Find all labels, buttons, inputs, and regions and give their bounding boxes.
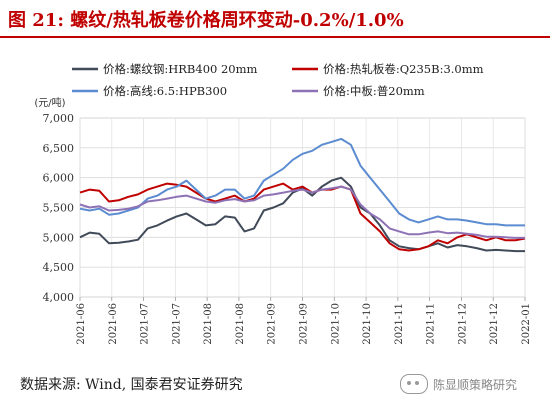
title-bar: 图 21: 螺纹/热轧板卷价格周环变动-0.2%/1.0%	[0, 0, 550, 36]
x-tick-label: 2021-11	[426, 303, 437, 345]
y-tick-label: 5,500	[43, 202, 75, 215]
y-tick-label: 6,500	[43, 142, 75, 155]
x-tick-label: 2021-12	[457, 303, 468, 345]
title-rule	[0, 36, 550, 38]
y-tick-label: 7,000	[43, 112, 75, 125]
y-tick-label: 4,000	[43, 291, 75, 304]
x-tick-label: 2021-09	[299, 303, 310, 345]
y-axis-label: (元/吨)	[34, 96, 65, 109]
series-line-2	[79, 137, 525, 227]
wechat-logo-icon	[400, 374, 428, 394]
legend-label: 价格:高线:6.5:HPB300	[103, 84, 227, 98]
series-line-3	[79, 185, 525, 239]
legend-label: 价格:螺纹钢:HRB400 20mm	[103, 62, 258, 76]
watermark-text: 陈显顺策略研究	[433, 377, 518, 392]
legend-label: 价格:热轧板卷:Q235B:3.0mm	[323, 62, 484, 76]
y-tick-label: 4,500	[43, 261, 75, 274]
x-tick-label: 2021-07	[140, 303, 151, 345]
x-tick-label: 2021-08	[203, 303, 214, 345]
x-tick-label: 2021-07	[171, 303, 182, 345]
line-chart: 7,000 6,500 6,000 5,500 5,000 4,500 4,000 (元/吨)…	[34, 62, 532, 345]
x-tick-label: 2021-11	[394, 303, 405, 345]
x-tick-label: 2021-06	[76, 303, 87, 345]
y-tick-label: 5,000	[43, 231, 75, 244]
watermark: 陈显顺策略研究	[400, 372, 546, 396]
x-tick-label: 2022-01	[521, 303, 532, 345]
x-tick-label: 2021-08	[235, 303, 246, 345]
x-tick-label: 2021-10	[330, 303, 341, 345]
series-line-0	[79, 176, 525, 253]
figure-title: 图 21: 螺纹/热轧板卷价格周环变动-0.2%/1.0%	[8, 10, 404, 31]
y-tick-label: 6,000	[43, 172, 75, 185]
source-note: 数据来源: Wind, 国泰君安证券研究	[20, 377, 243, 393]
legend-label: 价格:中板:普20mm	[323, 84, 425, 98]
x-tick-label: 2021-12	[489, 303, 500, 345]
x-tick-label: 2021-10	[362, 303, 373, 345]
x-tick-label: 2021-09	[267, 303, 278, 345]
x-tick-label: 2021-06	[108, 303, 119, 345]
series-line-1	[79, 182, 526, 252]
